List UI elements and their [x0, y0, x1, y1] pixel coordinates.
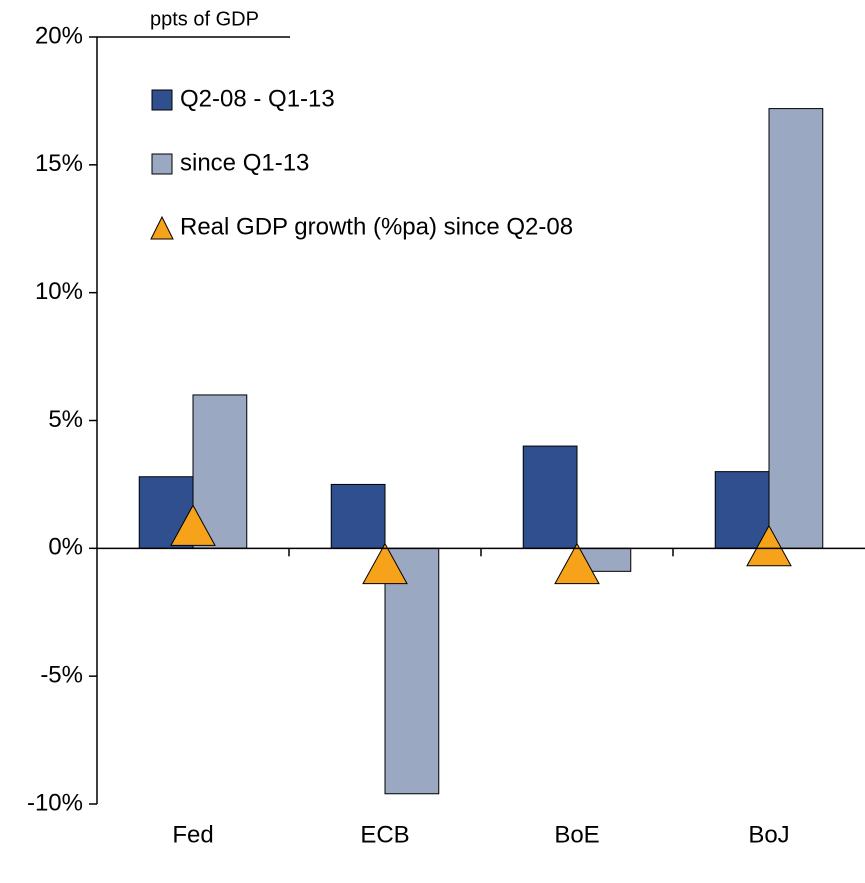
bar	[714, 471, 770, 549]
y-tick-label: 5%	[48, 406, 83, 433]
y-tick-label: -5%	[40, 662, 83, 689]
x-tick-label: BoJ	[748, 821, 789, 848]
chart-title: ppts of GDP	[150, 8, 259, 30]
legend-swatch	[150, 215, 174, 240]
bar	[522, 445, 578, 549]
legend-label: Q2-08 - Q1-13	[180, 85, 335, 112]
legend-label: since Q1-13	[180, 149, 309, 176]
bar	[768, 108, 824, 549]
legend-label: Real GDP growth (%pa) since Q2-08	[180, 213, 573, 240]
y-tick-label: 20%	[35, 22, 83, 49]
triangle-marker	[746, 524, 792, 567]
y-tick-label: 15%	[35, 150, 83, 177]
y-tick-label: -10%	[27, 789, 83, 816]
y-tick-label: 0%	[48, 534, 83, 561]
bar	[384, 547, 440, 795]
legend-swatch	[151, 153, 173, 175]
legend-swatch	[151, 89, 173, 111]
bar	[330, 483, 386, 549]
triangle-marker	[170, 504, 216, 546]
x-tick-label: ECB	[360, 821, 409, 848]
triangle-marker	[362, 542, 408, 585]
triangle-marker	[554, 542, 600, 585]
y-tick-label: 10%	[35, 278, 83, 305]
x-tick-label: BoE	[554, 821, 599, 848]
x-tick-label: Fed	[172, 821, 213, 848]
